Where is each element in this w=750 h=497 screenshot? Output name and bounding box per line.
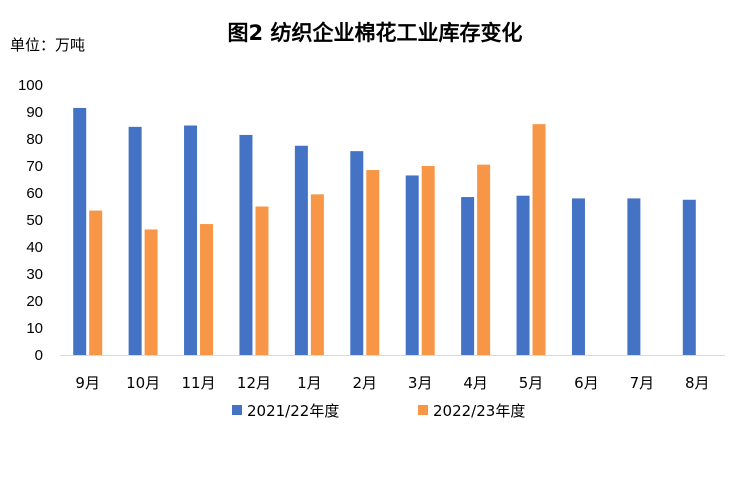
x-category-label: 12月	[237, 374, 271, 392]
bar-series-2	[89, 210, 103, 355]
bar-series-1	[682, 199, 696, 355]
bar-series-2	[200, 224, 214, 355]
x-category-label: 8月	[685, 374, 710, 392]
y-tick-label: 50	[26, 212, 43, 229]
y-tick-label: 100	[18, 77, 43, 94]
bar-series-1	[184, 125, 198, 355]
bar-series-1	[627, 198, 641, 355]
x-category-label: 4月	[463, 374, 488, 392]
bar-series-1	[571, 198, 585, 355]
legend-swatch-1	[232, 405, 242, 415]
y-tick-label: 80	[26, 131, 43, 148]
legend-label-1: 2021/22年度	[247, 402, 339, 420]
x-category-label: 11月	[181, 374, 215, 392]
x-category-label: 10月	[126, 374, 160, 392]
x-category-label: 7月	[630, 374, 655, 392]
bar-series-1	[461, 197, 475, 355]
x-category-label: 6月	[574, 374, 599, 392]
bar-series-1	[294, 145, 308, 355]
bar-series-2	[421, 166, 435, 355]
y-tick-label: 30	[26, 266, 43, 283]
x-axis-categories: 9月 10月 11月 12月 1月 2月 3月 4月 5月 6月 7月 8月	[75, 374, 709, 392]
bar-series-1	[516, 195, 530, 355]
bar-series-1	[405, 175, 419, 355]
x-category-label: 1月	[297, 374, 322, 392]
y-tick-label: 40	[26, 239, 43, 256]
bar-series-1	[350, 151, 364, 355]
bar-series-2	[310, 194, 324, 355]
bar-series-1	[73, 107, 87, 355]
x-category-label: 9月	[75, 374, 100, 392]
bars	[73, 107, 696, 356]
legend-label-2: 2022/23年度	[433, 402, 525, 420]
bar-series-2	[477, 164, 491, 355]
bar-series-1	[239, 134, 253, 355]
legend-swatch-2	[418, 405, 428, 415]
bar-series-2	[366, 170, 380, 355]
y-tick-label: 70	[26, 158, 43, 175]
x-category-label: 5月	[519, 374, 544, 392]
legend: 2021/22年度 2022/23年度	[232, 402, 525, 420]
bar-series-2	[532, 124, 546, 356]
y-tick-label: 20	[26, 293, 43, 310]
y-tick-label: 90	[26, 104, 43, 121]
y-tick-label: 10	[26, 320, 43, 337]
y-axis-ticks: 0 10 20 30 40 50 60 70 80 90 100	[18, 77, 43, 364]
x-category-label: 2月	[353, 374, 378, 392]
bar-series-1	[128, 126, 142, 355]
y-tick-label: 60	[26, 185, 43, 202]
bar-series-2	[144, 229, 158, 355]
chart-title: 图2 纺织企业棉花工业库存变化	[228, 21, 523, 45]
unit-label: 单位：万吨	[10, 36, 85, 54]
y-tick-label: 0	[35, 347, 43, 364]
x-category-label: 3月	[408, 374, 433, 392]
bar-series-2	[255, 206, 269, 355]
